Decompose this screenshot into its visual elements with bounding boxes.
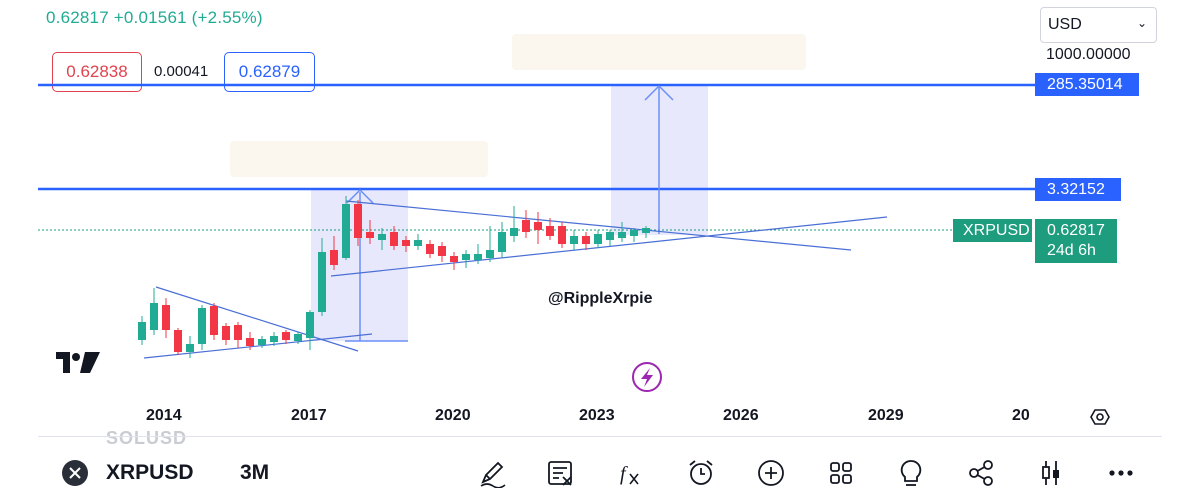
arrow-head (644, 84, 674, 101)
draw-icon[interactable] (475, 456, 509, 490)
share-icon[interactable] (964, 456, 998, 490)
more-icon[interactable] (1104, 456, 1138, 490)
candle-body (354, 204, 362, 238)
candle-body (522, 220, 530, 232)
candle-body (258, 339, 266, 345)
candle-type-icon[interactable] (1034, 456, 1068, 490)
candle-body (246, 338, 254, 346)
trendlines[interactable] (143, 200, 888, 359)
candle-body (426, 244, 434, 254)
alert-icon[interactable] (684, 456, 718, 490)
candle-body (462, 254, 470, 260)
upper-line-price-tag: 285.35014 (1035, 73, 1139, 96)
header-quote: 0.62817 +0.01561 (+2.55%) (46, 8, 263, 27)
svg-text:f: f (620, 463, 628, 485)
time-axis-label: 2014 (146, 407, 182, 424)
candle-body (174, 330, 182, 352)
candle-body (498, 232, 506, 252)
candle-body (366, 232, 374, 238)
time-axis-label: 2029 (868, 407, 904, 424)
candle-body (306, 312, 314, 338)
candle-body (618, 232, 626, 238)
candle-body (378, 234, 386, 240)
time-axis-label: 2026 (723, 407, 759, 424)
settings-icon[interactable] (1090, 409, 1110, 425)
candle-body (450, 256, 458, 262)
chevron-down-icon: ⌄ (1136, 16, 1147, 30)
candle-body (282, 332, 290, 340)
candle-body (150, 303, 158, 330)
time-axis-label: 2017 (291, 407, 327, 424)
divider (38, 436, 1162, 437)
arrow-head (346, 188, 374, 204)
candle-body (234, 325, 242, 340)
candle-body (582, 236, 590, 244)
tradingview-logo-icon[interactable] (56, 352, 100, 373)
symbol-tag: XRPUSD (953, 219, 1032, 242)
candle-body (486, 250, 494, 258)
candle-body (414, 240, 422, 246)
lower-line-price-tag: 3.32152 (1035, 178, 1121, 201)
time-axis-label: 20 (1012, 407, 1030, 424)
candle-body (642, 228, 650, 233)
text-note-box[interactable] (230, 141, 488, 177)
candle-body (270, 336, 278, 342)
last-price-tag: 0.62817 24d 6h (1035, 219, 1117, 263)
layouts-icon[interactable] (824, 456, 858, 490)
candle-body (570, 236, 578, 244)
candle-body (534, 222, 542, 230)
candle-body (222, 326, 230, 340)
candle-body (138, 322, 146, 340)
symbol-button[interactable]: XRPUSD (106, 461, 194, 484)
candle-body (330, 250, 338, 265)
candle-body (318, 252, 326, 312)
candle-body (342, 204, 350, 258)
candle-body (162, 305, 170, 330)
currency-select[interactable]: USD ⌄ (1040, 7, 1157, 43)
candle-body (606, 232, 614, 240)
candlestick-series (138, 196, 650, 358)
spread-value: 0.00041 (154, 63, 209, 80)
price-scale-top-label: 1000.00000 (1046, 46, 1131, 63)
candle-body (186, 344, 194, 352)
ideas-icon[interactable] (894, 456, 928, 490)
faded-symbol-label: SOLUSD (106, 428, 188, 448)
candle-body (558, 226, 566, 244)
time-axis-label: 2023 (579, 407, 615, 424)
text-note-box[interactable] (512, 34, 806, 70)
candle-body (474, 254, 482, 260)
news-icon[interactable] (543, 456, 577, 490)
bar-countdown: 24d 6h (1047, 242, 1096, 259)
time-axis-label: 2020 (435, 407, 471, 424)
indicators-icon[interactable]: f (612, 456, 646, 490)
currency-value: USD (1048, 16, 1082, 33)
add-icon[interactable] (754, 456, 788, 490)
candle-body (510, 228, 518, 236)
lightning-icon[interactable] (632, 362, 662, 392)
candle-body (594, 234, 602, 244)
candle-body (210, 306, 218, 335)
candle-body (438, 246, 446, 256)
close-icon[interactable] (58, 456, 92, 490)
interval-button[interactable]: 3M (240, 461, 270, 484)
last-price-value: 0.62817 (1047, 222, 1105, 239)
candle-body (402, 240, 410, 246)
candle-body (630, 230, 638, 236)
candle-body (390, 232, 398, 246)
candle-body (546, 226, 554, 236)
candle-body (198, 308, 206, 344)
candle-body (294, 334, 302, 341)
chart-canvas[interactable] (0, 0, 1200, 440)
watermark-text: @RippleXrpie (548, 290, 653, 307)
